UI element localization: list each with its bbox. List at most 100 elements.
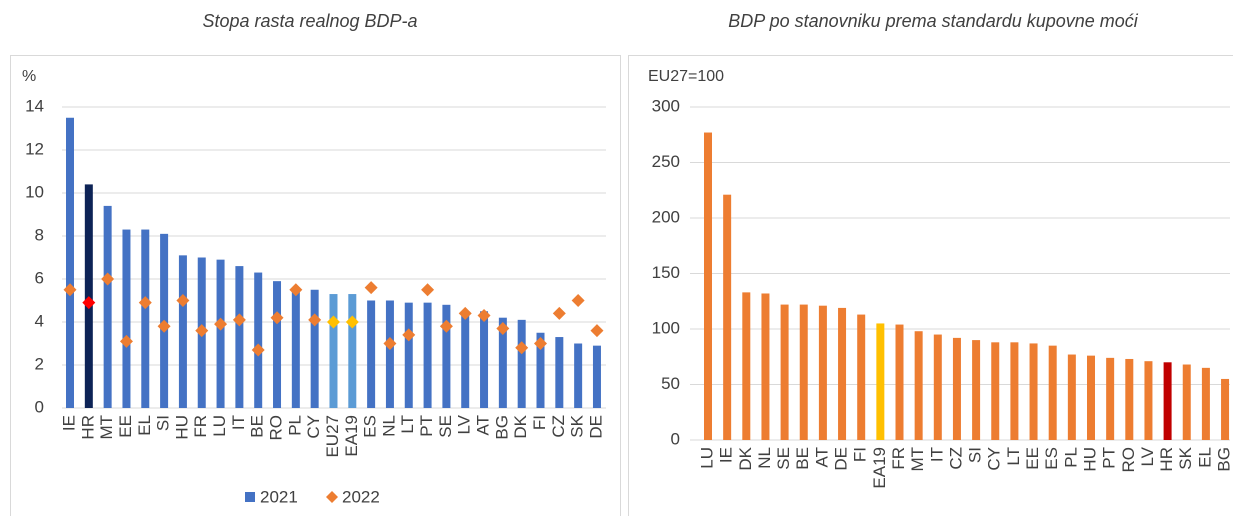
diamond-marker	[496, 321, 510, 335]
bar	[972, 340, 981, 440]
x-tick-label: SE	[436, 415, 455, 438]
x-tick-label: HU	[172, 415, 191, 440]
diamond-marker	[308, 313, 322, 327]
bar	[818, 305, 827, 440]
x-tick-label: SI	[966, 447, 985, 463]
bar	[367, 300, 376, 408]
bar	[1182, 364, 1191, 440]
diamond-marker	[402, 328, 416, 342]
x-tick-label: EE	[116, 415, 135, 438]
legend-swatch	[326, 491, 338, 503]
y-axis-label: EU27=100	[648, 68, 724, 85]
bar	[914, 331, 923, 440]
x-tick-label: CY	[985, 447, 1004, 471]
bar	[310, 289, 319, 408]
x-tick-label: AT	[812, 447, 831, 467]
bar	[498, 317, 507, 408]
bar	[329, 294, 338, 408]
bar	[348, 294, 357, 408]
diamond-marker	[138, 296, 152, 310]
x-tick-label: FR	[191, 415, 210, 438]
bar	[1201, 367, 1210, 440]
x-tick-label: LV	[1138, 446, 1157, 466]
diamond-marker	[571, 294, 585, 307]
x-tick-label: EL	[135, 415, 154, 436]
bar	[122, 229, 131, 408]
x-tick-label: EA19	[342, 415, 361, 457]
x-tick-label: AT	[474, 415, 493, 435]
bar	[254, 272, 263, 408]
x-tick-label: DK	[511, 414, 530, 438]
diamond-marker	[82, 296, 96, 310]
x-tick-label: BE	[248, 415, 267, 438]
x-tick-label: SE	[774, 447, 793, 470]
x-tick-label: BE	[793, 447, 812, 470]
bar	[385, 300, 394, 408]
chart-frame	[628, 55, 1233, 516]
bar	[933, 334, 942, 440]
x-tick-label: NL	[379, 415, 398, 437]
diamond-marker	[383, 337, 397, 350]
x-tick-label: MT	[908, 447, 927, 472]
x-tick-label: MT	[97, 415, 116, 440]
diamond-marker	[345, 315, 359, 329]
bar	[723, 194, 732, 440]
x-tick-label: EE	[1023, 447, 1042, 470]
y-tick-label: 0	[671, 429, 680, 448]
x-tick-label: ES	[361, 415, 380, 438]
bar	[103, 205, 112, 408]
bar	[480, 311, 489, 408]
diamond-marker	[289, 283, 303, 297]
x-tick-label: DE	[832, 447, 851, 471]
y-tick-label: 8	[35, 225, 44, 244]
bar	[1087, 355, 1095, 440]
bar	[536, 332, 545, 408]
x-tick-label: FR	[889, 447, 908, 470]
x-tick-label: LU	[210, 415, 229, 437]
bar	[442, 304, 451, 408]
diamond-marker	[119, 334, 133, 348]
y-tick-label: 100	[652, 318, 680, 337]
diamond-marker	[63, 283, 77, 297]
bar	[952, 337, 961, 440]
diamond-marker	[458, 306, 472, 320]
bar	[857, 314, 866, 440]
x-tick-label: IT	[229, 415, 248, 430]
y-tick-label: 0	[35, 397, 44, 416]
diamond-marker	[251, 343, 265, 357]
legend-label: 2021	[260, 487, 298, 506]
y-tick-label: 50	[661, 374, 680, 393]
diamond-marker	[214, 317, 228, 331]
diamond-marker	[232, 313, 246, 327]
bar	[1163, 362, 1172, 440]
bar	[461, 311, 470, 408]
x-tick-label: FI	[851, 447, 870, 462]
y-tick-label: 300	[652, 96, 680, 115]
x-tick-label: IE	[717, 447, 736, 463]
bar	[1144, 361, 1153, 440]
bar	[291, 289, 300, 408]
bar	[876, 323, 885, 440]
diamond-marker	[157, 319, 171, 333]
x-tick-label: HR	[78, 415, 97, 440]
x-tick-label: LT	[1004, 447, 1023, 466]
chart-frame	[10, 55, 621, 516]
x-tick-label: EA19	[870, 447, 889, 489]
bar	[1067, 354, 1076, 440]
bar	[799, 304, 808, 440]
x-tick-label: SK	[568, 414, 587, 437]
x-tick-label: RO	[1119, 447, 1138, 473]
chart-title: BDP po stanovniku prema standardu kupovn…	[728, 11, 1139, 31]
bar	[517, 319, 526, 408]
bar	[1125, 358, 1134, 440]
bar	[1106, 357, 1115, 440]
bar	[895, 324, 904, 440]
bar	[273, 281, 282, 408]
chart-title: Stopa rasta realnog BDP-a	[202, 11, 417, 31]
diamond-marker	[552, 306, 566, 320]
diamond-marker	[326, 315, 340, 329]
bar	[1010, 342, 1019, 440]
x-tick-label: BG	[492, 415, 511, 440]
x-tick-label: FI	[530, 415, 549, 430]
